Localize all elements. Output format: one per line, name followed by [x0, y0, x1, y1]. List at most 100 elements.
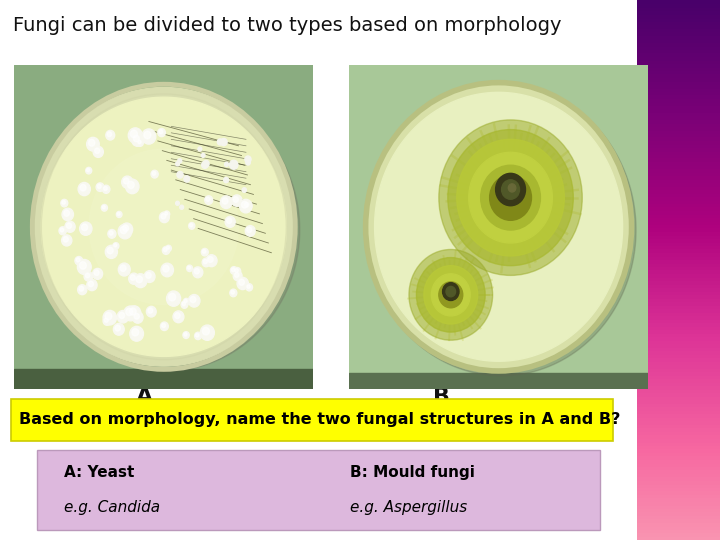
Circle shape — [105, 313, 112, 320]
Circle shape — [120, 265, 126, 272]
Circle shape — [121, 223, 132, 236]
Circle shape — [194, 332, 202, 340]
Circle shape — [424, 266, 477, 324]
Circle shape — [176, 201, 179, 205]
Circle shape — [190, 296, 196, 303]
Circle shape — [225, 162, 228, 166]
Circle shape — [225, 217, 235, 227]
Circle shape — [186, 265, 192, 272]
Polygon shape — [367, 84, 636, 376]
Circle shape — [122, 176, 133, 188]
Circle shape — [204, 196, 212, 204]
Circle shape — [145, 273, 151, 278]
Circle shape — [230, 289, 237, 296]
Circle shape — [227, 218, 232, 224]
Circle shape — [232, 195, 242, 206]
Circle shape — [89, 139, 95, 146]
Circle shape — [222, 198, 228, 204]
Circle shape — [142, 129, 156, 144]
Circle shape — [93, 146, 104, 158]
Circle shape — [130, 326, 143, 341]
Circle shape — [117, 211, 122, 218]
Circle shape — [234, 267, 240, 275]
Circle shape — [75, 256, 83, 265]
Circle shape — [166, 245, 171, 251]
Circle shape — [117, 310, 129, 323]
Circle shape — [97, 184, 102, 188]
Circle shape — [63, 237, 68, 242]
Text: A: A — [136, 387, 153, 407]
Circle shape — [217, 139, 223, 145]
Circle shape — [125, 179, 139, 194]
Circle shape — [126, 308, 132, 316]
Circle shape — [129, 273, 139, 284]
Circle shape — [133, 136, 140, 142]
Polygon shape — [374, 92, 623, 361]
Circle shape — [123, 178, 129, 184]
Circle shape — [94, 148, 100, 153]
Circle shape — [86, 137, 99, 151]
Circle shape — [144, 131, 151, 139]
Circle shape — [173, 311, 184, 323]
Circle shape — [202, 153, 205, 157]
FancyBboxPatch shape — [12, 399, 613, 441]
Circle shape — [446, 286, 456, 297]
Circle shape — [178, 159, 181, 163]
Circle shape — [231, 268, 235, 272]
Circle shape — [233, 271, 242, 281]
Circle shape — [130, 130, 138, 138]
Circle shape — [130, 275, 135, 280]
Circle shape — [193, 267, 203, 278]
Circle shape — [189, 224, 193, 227]
Circle shape — [206, 197, 210, 201]
Circle shape — [184, 299, 189, 305]
Circle shape — [481, 165, 541, 230]
Circle shape — [60, 228, 64, 232]
Circle shape — [86, 273, 90, 278]
Circle shape — [184, 333, 187, 336]
Circle shape — [230, 160, 238, 169]
Circle shape — [103, 310, 117, 325]
Circle shape — [207, 256, 213, 262]
Circle shape — [443, 282, 459, 300]
Circle shape — [132, 133, 143, 146]
Circle shape — [148, 308, 153, 313]
Bar — [14, 369, 313, 389]
Circle shape — [132, 328, 139, 336]
Circle shape — [245, 202, 249, 207]
Polygon shape — [366, 83, 631, 371]
Circle shape — [176, 162, 179, 166]
Circle shape — [189, 222, 195, 229]
Circle shape — [502, 180, 520, 199]
Circle shape — [127, 181, 134, 188]
Circle shape — [416, 258, 485, 332]
Circle shape — [246, 284, 253, 291]
Circle shape — [106, 130, 114, 140]
Circle shape — [115, 325, 120, 331]
Circle shape — [66, 223, 71, 228]
Circle shape — [81, 224, 88, 231]
Circle shape — [431, 274, 470, 316]
Circle shape — [166, 291, 181, 306]
Circle shape — [128, 128, 143, 143]
Circle shape — [182, 302, 186, 306]
Circle shape — [144, 271, 155, 282]
Text: B: Mould fungi: B: Mould fungi — [351, 464, 475, 480]
Circle shape — [152, 171, 156, 176]
Circle shape — [202, 258, 210, 267]
Circle shape — [86, 168, 89, 172]
Circle shape — [104, 186, 107, 191]
Circle shape — [127, 306, 140, 320]
Circle shape — [102, 205, 107, 211]
Circle shape — [181, 301, 188, 308]
Circle shape — [180, 205, 184, 210]
Circle shape — [138, 140, 141, 144]
Circle shape — [113, 242, 119, 249]
Text: A: Yeast: A: Yeast — [64, 464, 134, 480]
Circle shape — [164, 211, 170, 217]
Circle shape — [161, 323, 166, 328]
Circle shape — [456, 139, 564, 256]
Circle shape — [246, 226, 255, 237]
Circle shape — [242, 188, 246, 192]
Circle shape — [224, 177, 228, 183]
